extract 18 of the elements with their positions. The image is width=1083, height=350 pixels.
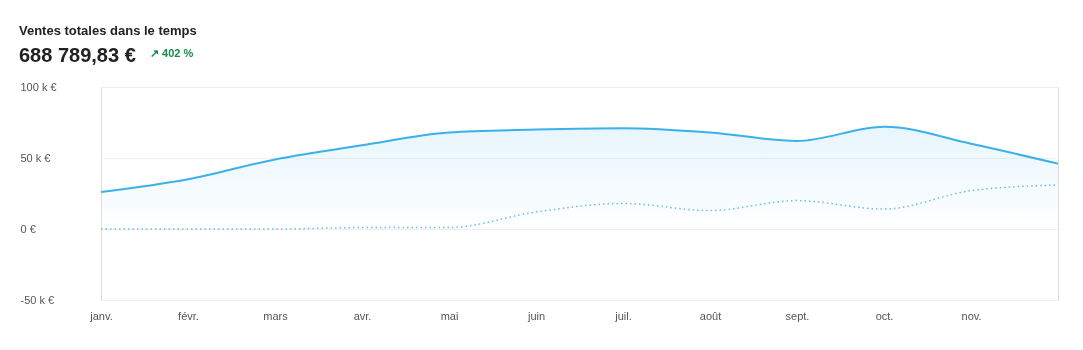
y-tick-label: 100 k € [20, 80, 57, 93]
x-tick-label: juin [526, 309, 546, 322]
text: ↗ 402 % [150, 47, 194, 59]
x-tick-label: avr. [353, 309, 372, 322]
y-tick-label: 0 € [20, 222, 36, 235]
x-tick-label: juil. [614, 309, 632, 322]
x-tick-label: janv. [89, 309, 113, 322]
x-tick-label: nov. [961, 309, 982, 322]
x-tick-label: mars [263, 309, 289, 322]
x-tick-label: mai [440, 309, 459, 322]
y-tick-label: 50 k € [20, 151, 51, 164]
chart-title: Ventes totales dans le temps [19, 23, 197, 38]
x-tick-label: oct. [875, 309, 894, 322]
x-tick-label: sept. [785, 309, 810, 322]
y-tick-label: -50 k € [20, 293, 55, 306]
chart-subtitle: 688 789,83 € [19, 44, 136, 66]
x-tick-label: févr. [178, 309, 199, 322]
x-tick-label: août [699, 309, 722, 322]
